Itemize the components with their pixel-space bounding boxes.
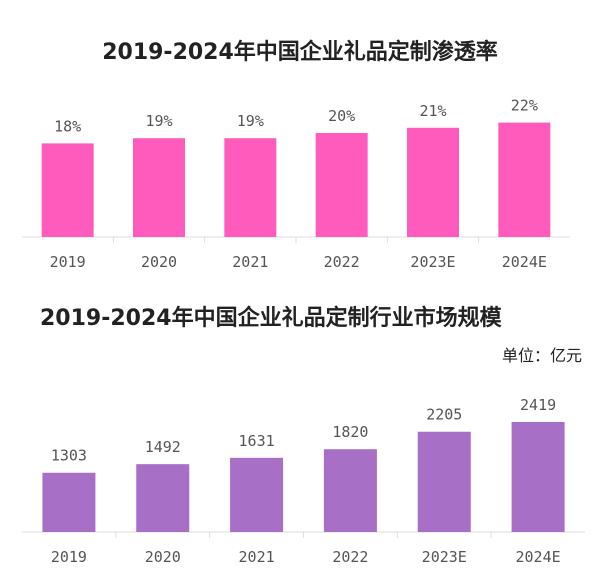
value-label-2023E: 2205	[426, 406, 462, 424]
x-tick-2021: 2021	[239, 548, 275, 566]
x-tick-2022: 2022	[332, 548, 368, 566]
x-tick-2019: 2019	[51, 548, 87, 566]
bar-2024E	[498, 122, 551, 237]
x-tick-2021: 2021	[232, 253, 268, 271]
value-label-2022: 20%	[328, 107, 355, 125]
x-tick-2020: 2020	[145, 548, 181, 566]
value-label-2019: 18%	[54, 117, 81, 135]
bar-2024E	[511, 422, 565, 532]
bar-2020	[136, 464, 190, 532]
bar-2019	[41, 143, 94, 237]
bar-2022	[315, 133, 368, 237]
value-label-2020: 19%	[145, 112, 172, 130]
bar-2020	[133, 138, 185, 237]
chart-title: 2019-2024年中国企业礼品定制渗透率	[102, 40, 498, 65]
bar-2021	[224, 138, 277, 237]
value-label-2024E: 2419	[520, 396, 556, 414]
value-label-2021: 1631	[239, 432, 275, 450]
value-label-2020: 1492	[145, 438, 181, 456]
bar-2023E	[407, 127, 459, 237]
value-label-2021: 19%	[237, 112, 264, 130]
market-size-bar-plot: 1303 2019 1492 2020 1631 2021 1820 2022 2205 2023…	[22, 396, 585, 566]
x-tick-2022: 2022	[324, 253, 360, 271]
x-tick-2023E: 2023E	[410, 253, 455, 271]
x-tick-2023E: 2023E	[422, 548, 467, 566]
bar-2023E	[417, 431, 471, 532]
x-tick-2020: 2020	[141, 253, 177, 271]
x-tick-2024E: 2024E	[516, 548, 561, 566]
value-label-2024E: 22%	[511, 97, 538, 115]
market-size-chart: 2019-2024年中国企业礼品定制行业市场规模 单位：亿元 1303 2019 1…	[0, 284, 600, 568]
penetration-bar-plot: 18% 2019 19% 2020 19% 2021 20% 2022 21% 2023E 22% 2…	[22, 97, 570, 271]
penetration-chart: 2019-2024年中国企业礼品定制渗透率 18% 2019 19% 2020 19% 2…	[22, 40, 570, 271]
value-label-2022: 1820	[332, 423, 368, 441]
x-tick-2024E: 2024E	[502, 253, 547, 271]
value-label-2019: 1303	[51, 447, 87, 465]
value-label-2023E: 21%	[419, 102, 446, 120]
bar-2022	[323, 449, 377, 532]
unit-label: 单位：亿元	[501, 346, 582, 365]
bar-2021	[230, 457, 284, 532]
x-tick-2019: 2019	[50, 253, 86, 271]
chart-title: 2019-2024年中国企业礼品定制行业市场规模	[40, 306, 502, 331]
bar-2019	[42, 472, 96, 532]
